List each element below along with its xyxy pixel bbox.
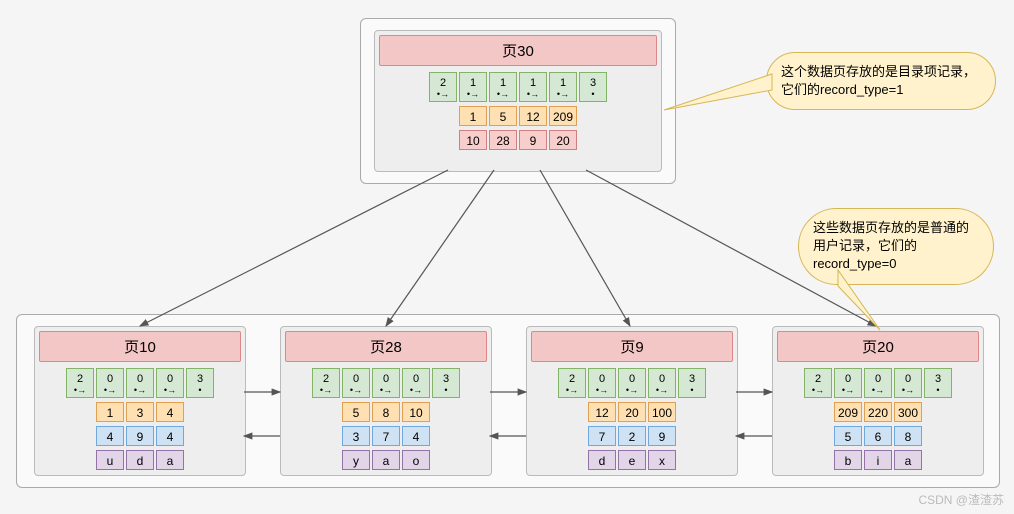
record-type-cell: 3• xyxy=(924,368,952,398)
data-cell: 10 xyxy=(459,130,487,150)
data-cell: o xyxy=(402,450,430,470)
leaf-page: 页202•→0•→0•→0•→3•209220300568bia xyxy=(772,326,984,476)
data-cell: 3 xyxy=(126,402,154,422)
watermark: CSDN @渣渣苏 xyxy=(918,491,1004,508)
record-type-cell: 3• xyxy=(432,368,460,398)
data-cell: y xyxy=(342,450,370,470)
data-cell: i xyxy=(864,450,892,470)
record-type-cell: 0•→ xyxy=(372,368,400,398)
record-type-cell: 0•→ xyxy=(96,368,124,398)
record-type-cell: 3• xyxy=(579,72,607,102)
record-type-cell: 0•→ xyxy=(864,368,892,398)
data-cell: d xyxy=(588,450,616,470)
page-title: 页9 xyxy=(531,331,733,362)
data-cell: 209 xyxy=(549,106,577,126)
record-type-cell: 0•→ xyxy=(894,368,922,398)
record-type-cell: 0•→ xyxy=(648,368,676,398)
data-cell: 9 xyxy=(126,426,154,446)
root-page: 页302•→1•→1•→1•→1•→3•15122091028920 xyxy=(374,30,662,172)
data-cell: 2 xyxy=(618,426,646,446)
data-cell: a xyxy=(372,450,400,470)
record-type-cell: 0•→ xyxy=(834,368,862,398)
data-cell: 300 xyxy=(894,402,922,422)
data-cell: b xyxy=(834,450,862,470)
data-cell: 4 xyxy=(156,402,184,422)
leaf-page: 页282•→0•→0•→0•→3•5810374yao xyxy=(280,326,492,476)
leaf-page: 页92•→0•→0•→0•→3•1220100729dex xyxy=(526,326,738,476)
data-cell: u xyxy=(96,450,124,470)
data-cell: 100 xyxy=(648,402,676,422)
record-type-cell: 2•→ xyxy=(804,368,832,398)
record-type-cell: 0•→ xyxy=(126,368,154,398)
record-type-cell: 0•→ xyxy=(156,368,184,398)
data-cell: 4 xyxy=(402,426,430,446)
record-type-cell: 0•→ xyxy=(618,368,646,398)
data-cell: 20 xyxy=(618,402,646,422)
record-type-cell: 2•→ xyxy=(429,72,457,102)
data-cell: a xyxy=(894,450,922,470)
record-type-cell: 3• xyxy=(678,368,706,398)
data-cell: 8 xyxy=(372,402,400,422)
data-cell: 12 xyxy=(519,106,547,126)
record-type-cell: 1•→ xyxy=(459,72,487,102)
record-type-cell: 0•→ xyxy=(402,368,430,398)
data-cell: 6 xyxy=(864,426,892,446)
data-cell: 3 xyxy=(342,426,370,446)
page-title: 页10 xyxy=(39,331,241,362)
data-cell: 8 xyxy=(894,426,922,446)
data-cell: 220 xyxy=(864,402,892,422)
data-cell: 9 xyxy=(648,426,676,446)
record-type-cell: 3• xyxy=(186,368,214,398)
data-cell: e xyxy=(618,450,646,470)
data-cell: 7 xyxy=(588,426,616,446)
data-cell: 209 xyxy=(834,402,862,422)
data-cell: 5 xyxy=(342,402,370,422)
data-cell: 10 xyxy=(402,402,430,422)
data-cell: 5 xyxy=(834,426,862,446)
data-cell: 28 xyxy=(489,130,517,150)
page-title: 页28 xyxy=(285,331,487,362)
record-type-cell: 2•→ xyxy=(66,368,94,398)
data-cell: 20 xyxy=(549,130,577,150)
record-type-cell: 0•→ xyxy=(342,368,370,398)
record-type-cell: 2•→ xyxy=(312,368,340,398)
data-cell: 4 xyxy=(156,426,184,446)
page-title: 页30 xyxy=(379,35,657,66)
record-type-cell: 0•→ xyxy=(588,368,616,398)
data-cell: a xyxy=(156,450,184,470)
record-type-cell: 2•→ xyxy=(558,368,586,398)
record-type-cell: 1•→ xyxy=(489,72,517,102)
data-cell: 1 xyxy=(459,106,487,126)
record-type-cell: 1•→ xyxy=(549,72,577,102)
data-cell: d xyxy=(126,450,154,470)
record-type-cell: 1•→ xyxy=(519,72,547,102)
page-title: 页20 xyxy=(777,331,979,362)
data-cell: 4 xyxy=(96,426,124,446)
callout-bubble: 这个数据页存放的是目录项记录，它们的record_type=1 xyxy=(766,52,996,110)
data-cell: 9 xyxy=(519,130,547,150)
data-cell: 1 xyxy=(96,402,124,422)
data-cell: 12 xyxy=(588,402,616,422)
data-cell: 7 xyxy=(372,426,400,446)
callout-bubble: 这些数据页存放的是普通的用户记录，它们的record_type=0 xyxy=(798,208,994,285)
leaf-page: 页102•→0•→0•→0•→3•134494uda xyxy=(34,326,246,476)
data-cell: 5 xyxy=(489,106,517,126)
data-cell: x xyxy=(648,450,676,470)
